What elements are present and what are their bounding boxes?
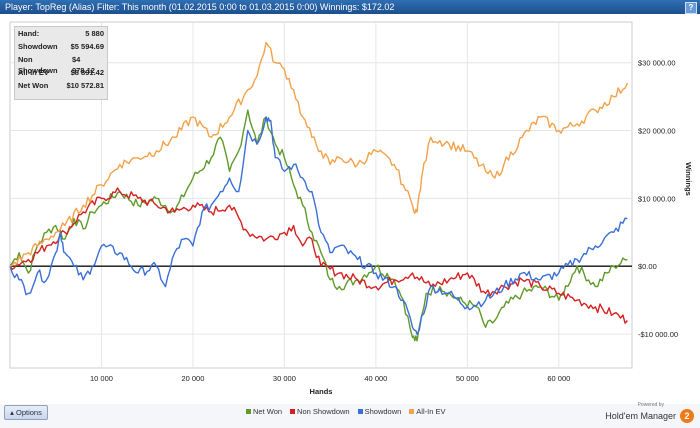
- stats-label: All-In EV: [18, 68, 49, 77]
- stats-label: Net Won: [18, 81, 49, 90]
- x-tick-label: 40 000: [364, 374, 387, 383]
- series-line-non-showdown: [9, 187, 628, 324]
- legend-label: All-In EV: [416, 407, 446, 416]
- stats-row-allin-ev: All-In EV $8 891.42: [15, 66, 107, 79]
- help-button[interactable]: ?: [685, 2, 697, 14]
- stats-label: Hand:: [18, 29, 40, 38]
- window-titlebar: Player: TopReg (Alias) Filter: This mont…: [0, 0, 700, 14]
- options-label: Options: [16, 408, 42, 417]
- stats-row-hands: Hand: 5 880: [15, 27, 107, 40]
- stats-value: $4 978.12: [71, 55, 95, 75]
- legend-item-non-showdown[interactable]: Non Showdown: [290, 407, 350, 416]
- winnings-graph: 10 000 20 000 30 000 40 000 50 000 60 000 $30 …: [9, 21, 693, 396]
- options-button[interactable]: ▴ Options: [4, 405, 48, 420]
- x-tick-label: 10 000: [90, 374, 113, 383]
- legend-item-net-won[interactable]: Net Won: [246, 407, 282, 416]
- stats-row-non-showdown: Non Showdown $4 978.12: [15, 53, 107, 75]
- legend-item-allin-ev[interactable]: All-In EV: [409, 407, 445, 416]
- brand-name: Hold'em Manager: [605, 411, 676, 421]
- x-axis-label: Hands: [310, 387, 333, 396]
- stats-panel: Hand: 5 880 Showdown $5 594.69 Non Showd…: [14, 26, 108, 100]
- stats-value: $10 572.81: [66, 81, 104, 90]
- x-tick-label: 60 000: [547, 374, 570, 383]
- x-tick-label: 50 000: [456, 374, 479, 383]
- stats-value: 5 880: [85, 29, 104, 38]
- series-line-all-in-ev: [9, 41, 629, 267]
- legend-swatch: [246, 409, 251, 414]
- stats-label: Non Showdown: [18, 55, 58, 75]
- brand-logo-icon: 2: [680, 409, 694, 423]
- stats-row-showdown: Showdown $5 594.69: [15, 40, 107, 53]
- x-tick-label: 20 000: [181, 374, 204, 383]
- bottom-bar: [0, 404, 700, 428]
- series-line-net-won: [9, 109, 628, 342]
- legend-item-showdown[interactable]: Showdown: [357, 407, 402, 416]
- window-title: Player: TopReg (Alias) Filter: This mont…: [5, 2, 395, 12]
- y-tick-label: $20 000.00: [638, 127, 676, 136]
- y-axis-label: Winnings: [684, 162, 693, 196]
- legend-label: Showdown: [364, 407, 402, 416]
- y-tick-label: $0.00: [638, 262, 657, 271]
- stats-value: $5 594.69: [70, 42, 104, 51]
- legend-swatch: [290, 409, 296, 414]
- chart-area: 10 000 20 000 30 000 40 000 50 000 60 000 $30 …: [0, 14, 700, 405]
- legend-swatch: [357, 409, 363, 414]
- legend-swatch: [409, 409, 415, 414]
- y-tick-label: $30 000.00: [638, 59, 676, 68]
- brand: Powered by Hold'em Manager 2: [605, 400, 694, 424]
- y-tick-label: -$10 000.00: [638, 330, 678, 339]
- x-tick-label: 30 000: [273, 374, 296, 383]
- stats-value: $8 891.42: [70, 68, 104, 77]
- plot-background: [9, 21, 633, 369]
- chart-legend: Net Won Non Showdown Showdown All-In EV: [246, 407, 445, 416]
- stats-row-net-won: Net Won $10 572.81: [15, 79, 107, 92]
- series-line-showdown: [9, 116, 628, 335]
- legend-label: Non Showdown: [297, 407, 350, 416]
- y-tick-label: $10 000.00: [638, 194, 676, 203]
- stats-label: Showdown: [18, 42, 58, 51]
- legend-label: Net Won: [253, 407, 283, 416]
- powered-by-text: Powered by: [637, 402, 664, 408]
